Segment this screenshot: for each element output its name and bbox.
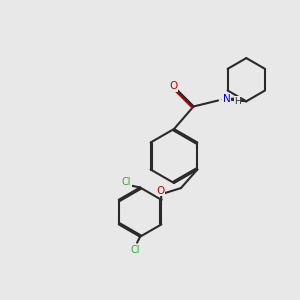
Text: Cl: Cl bbox=[122, 177, 131, 187]
Text: H: H bbox=[234, 97, 241, 106]
Text: Cl: Cl bbox=[131, 245, 140, 255]
Text: N: N bbox=[223, 94, 230, 104]
Text: O: O bbox=[156, 185, 165, 196]
Text: O: O bbox=[169, 81, 177, 91]
